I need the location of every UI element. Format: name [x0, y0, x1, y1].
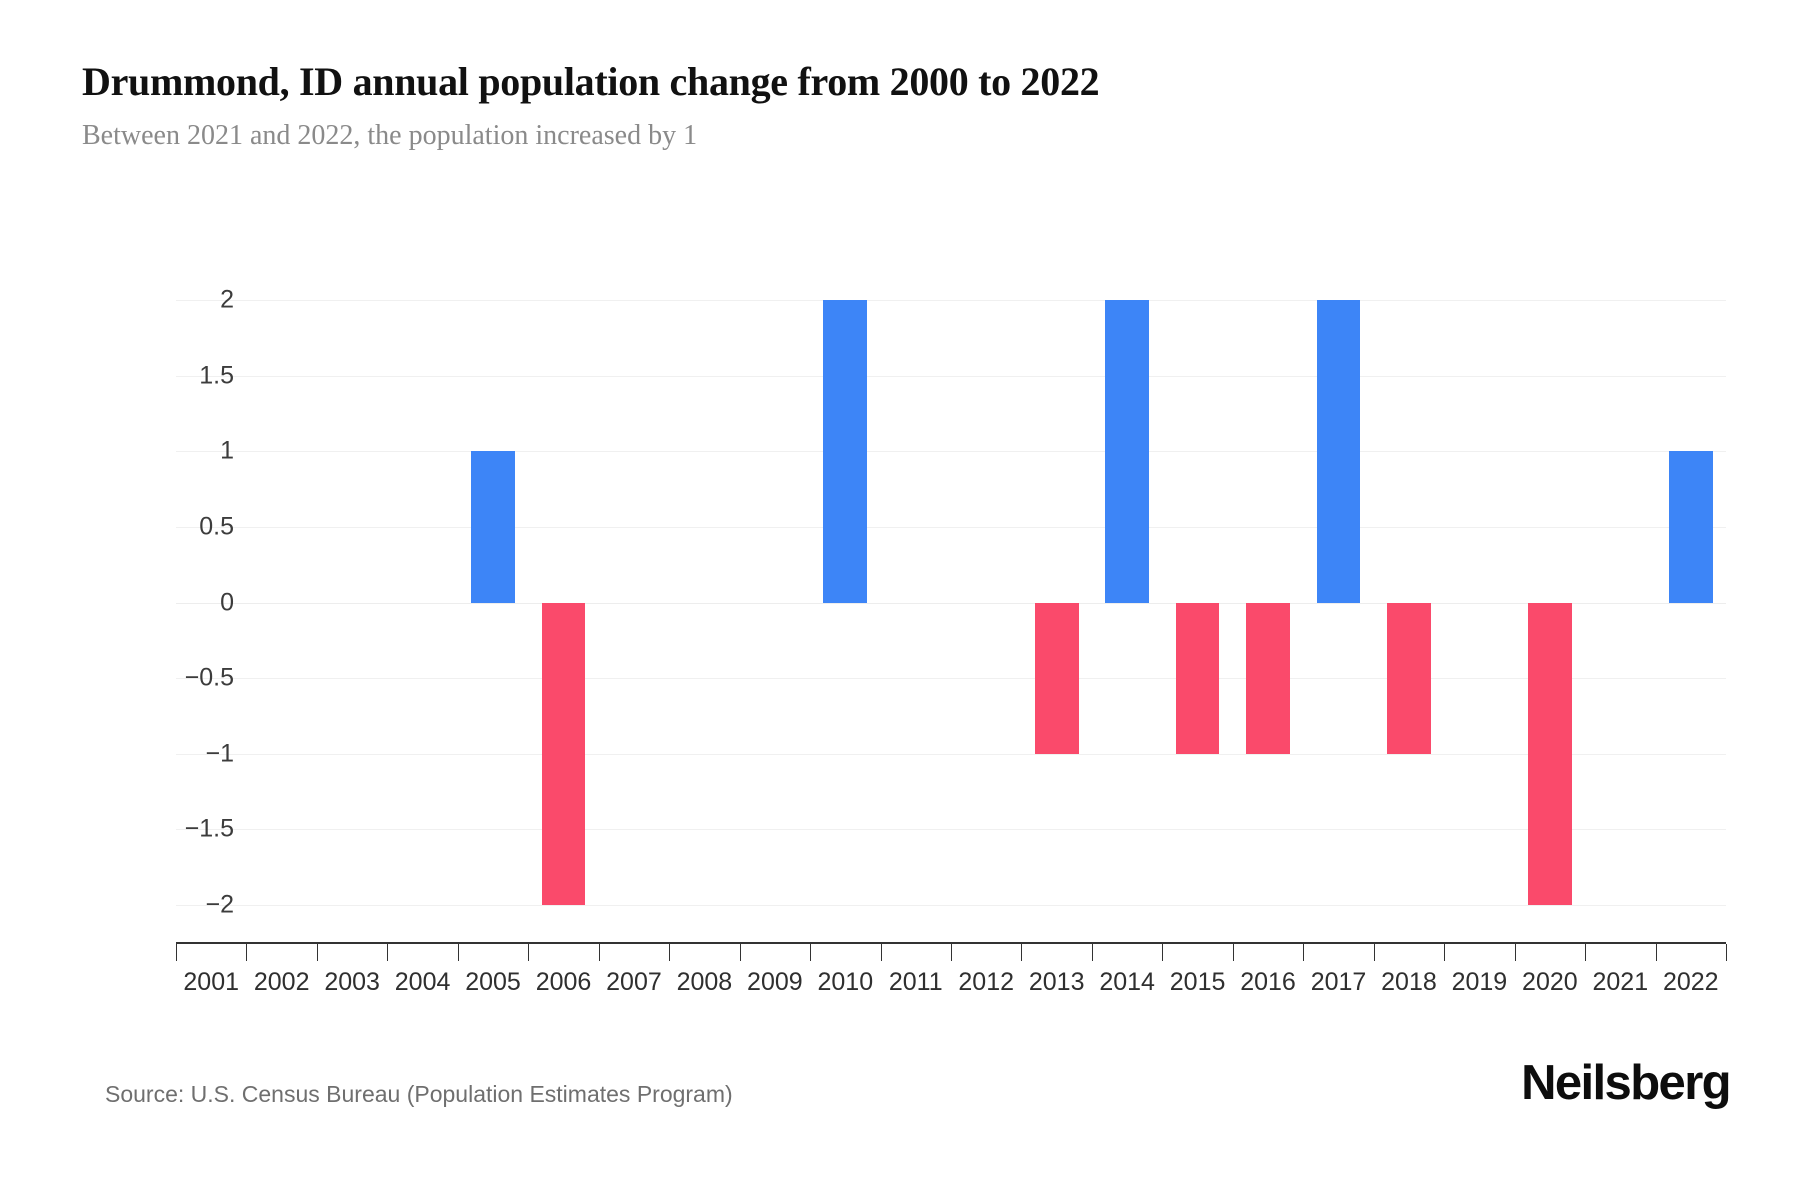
page-subtitle: Between 2021 and 2022, the population in…	[82, 120, 698, 151]
bar-2010[interactable]	[823, 300, 868, 603]
x-axis-tick-label-2004: 2004	[394, 968, 451, 996]
x-axis-tick-mark	[1232, 944, 1234, 961]
x-axis-tick-label-2020: 2020	[1522, 968, 1578, 996]
x-axis-tick-mark	[457, 944, 459, 961]
y-axis-tick-label: 0.5	[199, 512, 234, 541]
y-axis-tick-label: −0.5	[184, 663, 234, 692]
x-axis-tick-label-2001: 2001	[183, 968, 240, 996]
bar-2006[interactable]	[541, 602, 586, 905]
brand-logo: Neilsberg	[1521, 1056, 1732, 1110]
x-axis-tick-label-2019: 2019	[1451, 968, 1508, 996]
x-axis-tick-label-2009: 2009	[747, 968, 803, 996]
x-axis-tick-mark	[316, 944, 318, 961]
x-axis-tick-label-2012: 2012	[958, 968, 1015, 996]
plot-area	[176, 300, 1726, 906]
x-axis-tick-label-2014: 2014	[1099, 968, 1155, 996]
x-axis-tick-label-2022: 2022	[1662, 968, 1719, 996]
gridline	[176, 300, 1726, 301]
y-axis-tick-label: −2	[205, 890, 234, 919]
x-axis-tick-mark	[951, 944, 952, 961]
y-axis-tick-label: 2	[220, 285, 234, 314]
x-axis-tick-label-2011: 2011	[888, 968, 943, 996]
bar-2013[interactable]	[1034, 602, 1079, 754]
gridline	[176, 526, 1726, 528]
gridline	[176, 829, 1726, 831]
bar-2018[interactable]	[1387, 602, 1431, 754]
bar-2022[interactable]	[1668, 451, 1713, 603]
x-axis-tick-label-2018: 2018	[1381, 968, 1437, 996]
x-axis-tick-label-2017: 2017	[1310, 968, 1367, 996]
x-axis-tick-mark	[246, 944, 248, 961]
gridline	[176, 375, 1726, 377]
x-axis-tick-label-2013: 2013	[1028, 968, 1085, 996]
x-axis-line	[176, 942, 1726, 944]
x-axis-tick-mark	[1373, 944, 1375, 961]
x-axis-tick-mark	[387, 944, 389, 961]
gridline	[176, 753, 1726, 755]
bar-2016[interactable]	[1246, 602, 1290, 754]
x-axis-tick-label-2002: 2002	[253, 968, 310, 996]
y-axis-tick-label: 1	[220, 436, 234, 465]
y-axis-tick-label: −1	[205, 739, 234, 768]
x-axis-tick-label-2003: 2003	[324, 968, 380, 996]
source-note: Source: U.S. Census Bureau (Population E…	[105, 1081, 733, 1107]
x-axis-tick-label-2008: 2008	[676, 968, 733, 996]
x-axis-tick-label-2006: 2006	[535, 968, 592, 996]
bar-2005[interactable]	[471, 451, 515, 603]
bar-2017[interactable]	[1316, 300, 1361, 603]
bar-2014[interactable]	[1105, 300, 1149, 603]
page-title: Drummond, ID annual population change fr…	[82, 59, 1100, 104]
gridline	[176, 678, 1726, 680]
x-axis-tick-mark	[528, 944, 530, 961]
bar-2015[interactable]	[1175, 602, 1220, 754]
x-axis-tick-label-2010: 2010	[817, 968, 874, 996]
x-axis-tick-mark	[1303, 944, 1305, 961]
x-axis-tick-mark	[669, 944, 671, 961]
y-axis-tick-label: 0	[220, 588, 234, 616]
y-axis-tick-label: −1.5	[184, 814, 234, 843]
gridline	[176, 905, 1726, 906]
x-axis-tick-label-2015: 2015	[1169, 968, 1226, 996]
x-axis-tick-mark	[1655, 944, 1657, 961]
x-axis-tick-label-2021: 2021	[1592, 968, 1649, 996]
bar-2020[interactable]	[1528, 602, 1572, 905]
x-axis-tick-mark	[880, 944, 882, 961]
y-axis-tick-label: 1.5	[199, 361, 234, 390]
x-axis-tick-mark	[1091, 944, 1093, 961]
x-axis-tick-mark	[1726, 944, 1727, 961]
x-axis-tick-mark	[176, 944, 177, 961]
x-axis-tick-mark	[598, 944, 600, 961]
x-axis-tick-mark	[1021, 944, 1023, 961]
x-axis-tick-mark	[810, 944, 812, 961]
gridline	[176, 451, 1726, 453]
x-axis-tick-mark	[1585, 944, 1587, 961]
x-axis-tick-mark	[1444, 944, 1446, 961]
x-axis-tick-mark	[1162, 944, 1164, 961]
x-axis-tick-label-2007: 2007	[606, 968, 662, 996]
x-axis-tick-mark	[739, 944, 741, 961]
x-axis-tick-label-2016: 2016	[1240, 968, 1296, 996]
gridline	[176, 602, 1726, 604]
x-axis-tick-label-2005: 2005	[465, 968, 521, 996]
x-axis-tick-mark	[1514, 944, 1516, 961]
